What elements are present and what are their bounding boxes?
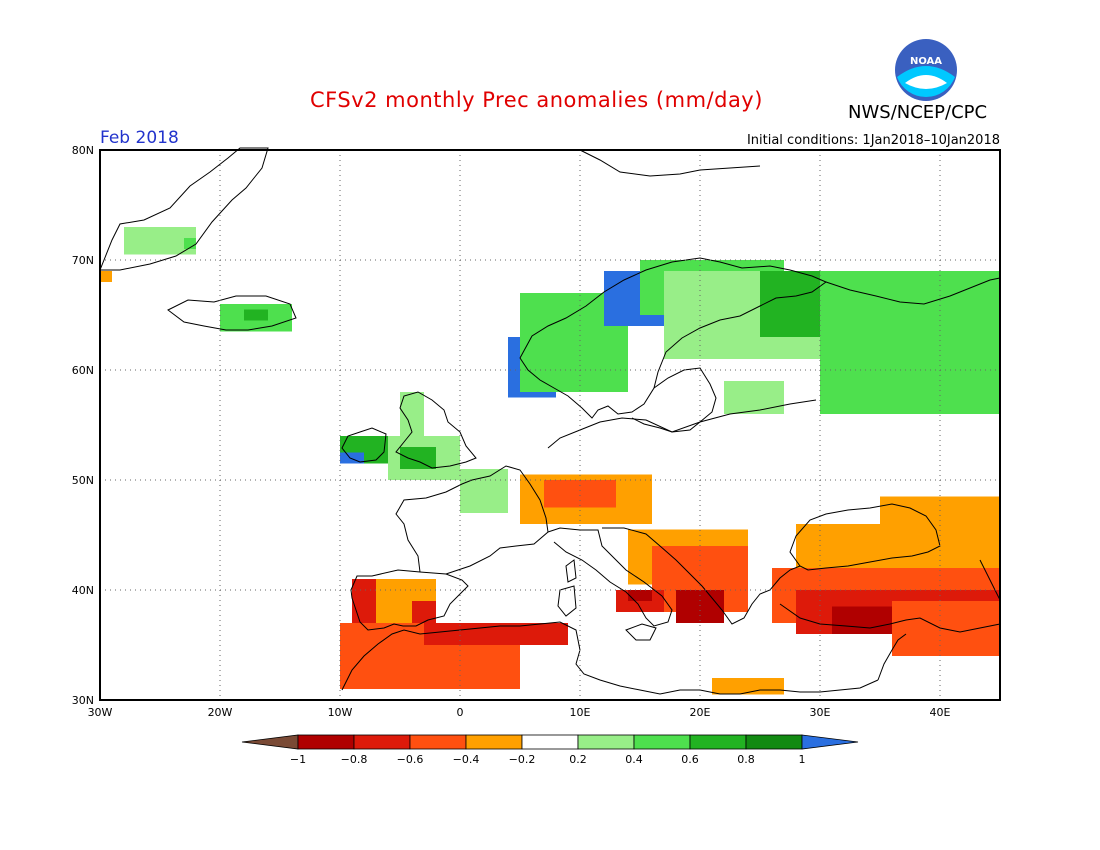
coastline-iberia [350,569,469,631]
coastline-black-sea [789,503,941,571]
lat-label: 30N [72,694,94,707]
map-title: CFSv2 monthly Prec anomalies (mm/day) [310,88,763,112]
coastline-north-africa [341,621,879,695]
colorbar-segment [297,734,355,750]
lon-label: 10W [328,706,353,719]
colorbar-segment [353,734,411,750]
lon-label: 40E [930,706,951,719]
forecast-month: Feb 2018 [100,128,179,148]
anomaly-region [100,271,112,282]
initial-conditions: Initial conditions: 1Jan2018–10Jan2018 [746,133,1000,148]
coastline-anatolia [779,603,1001,633]
coastline-baltic [631,367,717,433]
coastline-ireland [341,427,387,463]
coastline-northern-europe [547,399,817,449]
colorbar-label: 0.6 [681,753,699,766]
coastline-scandinavia [519,257,828,419]
coastline-iceland [167,295,297,331]
coastline-france [395,465,549,575]
coastline-caspian [979,559,1001,601]
lon-label: 0 [457,706,464,719]
lon-label: 30E [810,706,831,719]
anomaly-region [184,238,196,249]
colorbar-segment [689,734,747,750]
colorbar-label: 0.8 [737,753,755,766]
lat-label: 80N [72,144,94,157]
anomaly-region [244,309,268,321]
colorbar-min-arrow [241,734,299,750]
coastline-corsica [565,559,577,583]
colorbar-segment [409,734,467,750]
anomaly-region [544,480,616,508]
colorbar-max-arrow [801,734,859,750]
anomaly-region [460,469,508,513]
lat-label: 60N [72,364,94,377]
anomaly-region [424,623,568,645]
lon-label: 30W [88,706,113,719]
lat-label: 70N [72,254,94,267]
anomaly-region [400,447,436,469]
colorbar-label: 0.4 [625,753,643,766]
colorbar-label: −0.6 [397,753,424,766]
colorbar-label: −0.8 [341,753,368,766]
anomaly-region [628,590,652,601]
anomaly-region [412,601,436,623]
noaa-logo-wave [905,75,947,89]
colorbar [241,734,859,750]
noaa-logo-text: NOAA [910,56,942,67]
coastline-great-britain [395,391,477,469]
colorbar-segment [465,734,523,750]
lat-label: 50N [72,474,94,487]
coastline-levant [877,633,907,681]
coastline-balkans [602,527,801,625]
colorbar-label: 0.2 [569,753,587,766]
lon-label: 20W [208,706,233,719]
coastline-italy [547,527,673,627]
colorbar-labels: −1 −0.8 −0.6 −0.4 −0.2 0.2 0.4 0.6 0.8 1 [290,753,806,766]
coastlines [99,147,1001,695]
coastline-svalbard [579,149,761,177]
coastline-sardinia [557,585,577,617]
map-frame [99,149,1001,701]
colorbar-segment [577,734,635,750]
agency-label: NWS/NCEP/CPC [848,102,988,123]
colorbar-segment [521,734,579,750]
colorbar-label: −0.4 [453,753,480,766]
colorbar-label: −1 [290,753,306,766]
longitude-labels: 30W 20W 10W 0 10E 20E 30E 40E [88,706,951,719]
anomaly-region [676,590,724,623]
anomaly-regions [100,227,1000,695]
colorbar-segment [745,734,803,750]
coastline-sicily [625,623,657,641]
noaa-logo: NOAA [895,39,957,101]
colorbar-label: −0.2 [509,753,536,766]
graticule [100,150,1000,700]
anomaly-region [352,579,376,623]
coastline-russia-north [825,277,1001,305]
colorbar-label: 1 [799,753,806,766]
anomaly-region [880,496,1000,546]
latitude-labels: 80N 70N 60N 50N 40N 30N [72,144,94,707]
anomaly-region [724,381,784,414]
colorbar-segment [633,734,691,750]
coastline-greenland [99,147,269,271]
anomaly-region [340,452,364,464]
lon-label: 20E [690,706,711,719]
anomaly-region [892,601,1000,656]
lat-label: 40N [72,584,94,597]
anomaly-region [880,293,1000,370]
lon-label: 10E [570,706,591,719]
